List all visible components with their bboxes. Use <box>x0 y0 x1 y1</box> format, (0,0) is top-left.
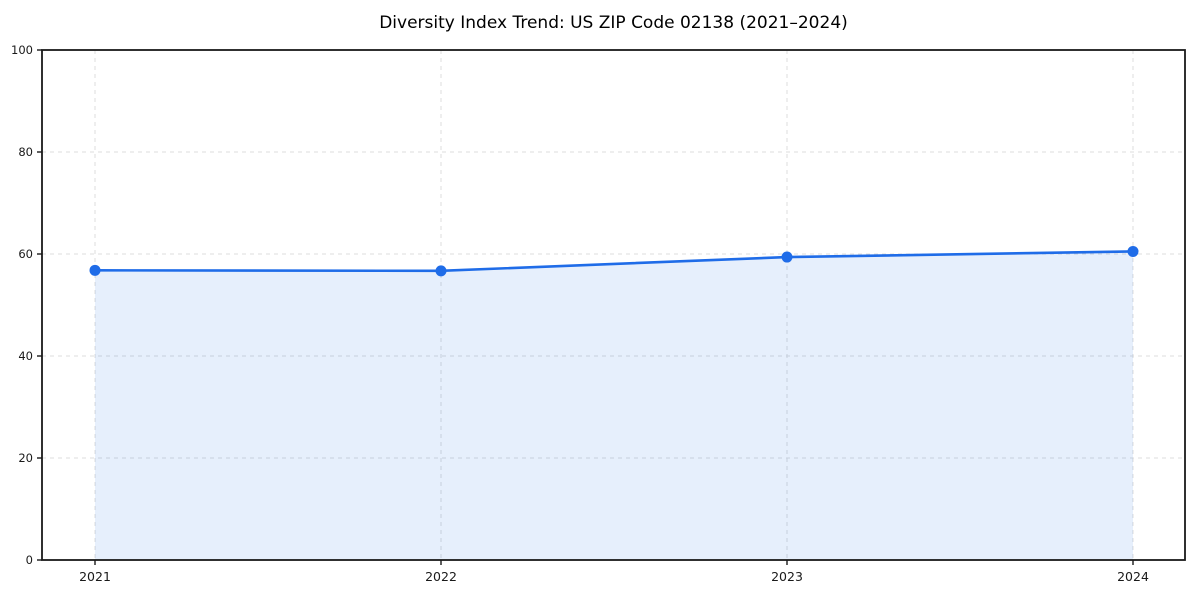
data-point-marker <box>781 251 793 263</box>
y-axis-tick-label: 80 <box>18 145 33 159</box>
data-point-marker <box>89 264 101 276</box>
trend-line <box>93 250 1135 273</box>
x-axis-tick-label: 2022 <box>425 569 457 584</box>
y-axis-tick-label: 60 <box>18 247 33 261</box>
y-axis-tick-label: 40 <box>18 349 33 363</box>
x-axis-tick-label: 2021 <box>79 569 111 584</box>
y-axis-tick-label: 100 <box>11 43 33 57</box>
plot-border <box>41 49 1186 561</box>
chart-title: Diversity Index Trend: US ZIP Code 02138… <box>379 13 848 33</box>
x-axis-tick-label: 2024 <box>1117 569 1149 584</box>
data-point-marker <box>435 265 447 277</box>
y-axis-tick-label: 0 <box>26 553 33 567</box>
plot-area-background <box>42 50 1185 560</box>
area-fill <box>95 251 1133 560</box>
y-axis-tick-label: 20 <box>18 451 33 465</box>
x-axis-tick-label: 2023 <box>771 569 803 584</box>
data-point-marker <box>1127 245 1139 257</box>
